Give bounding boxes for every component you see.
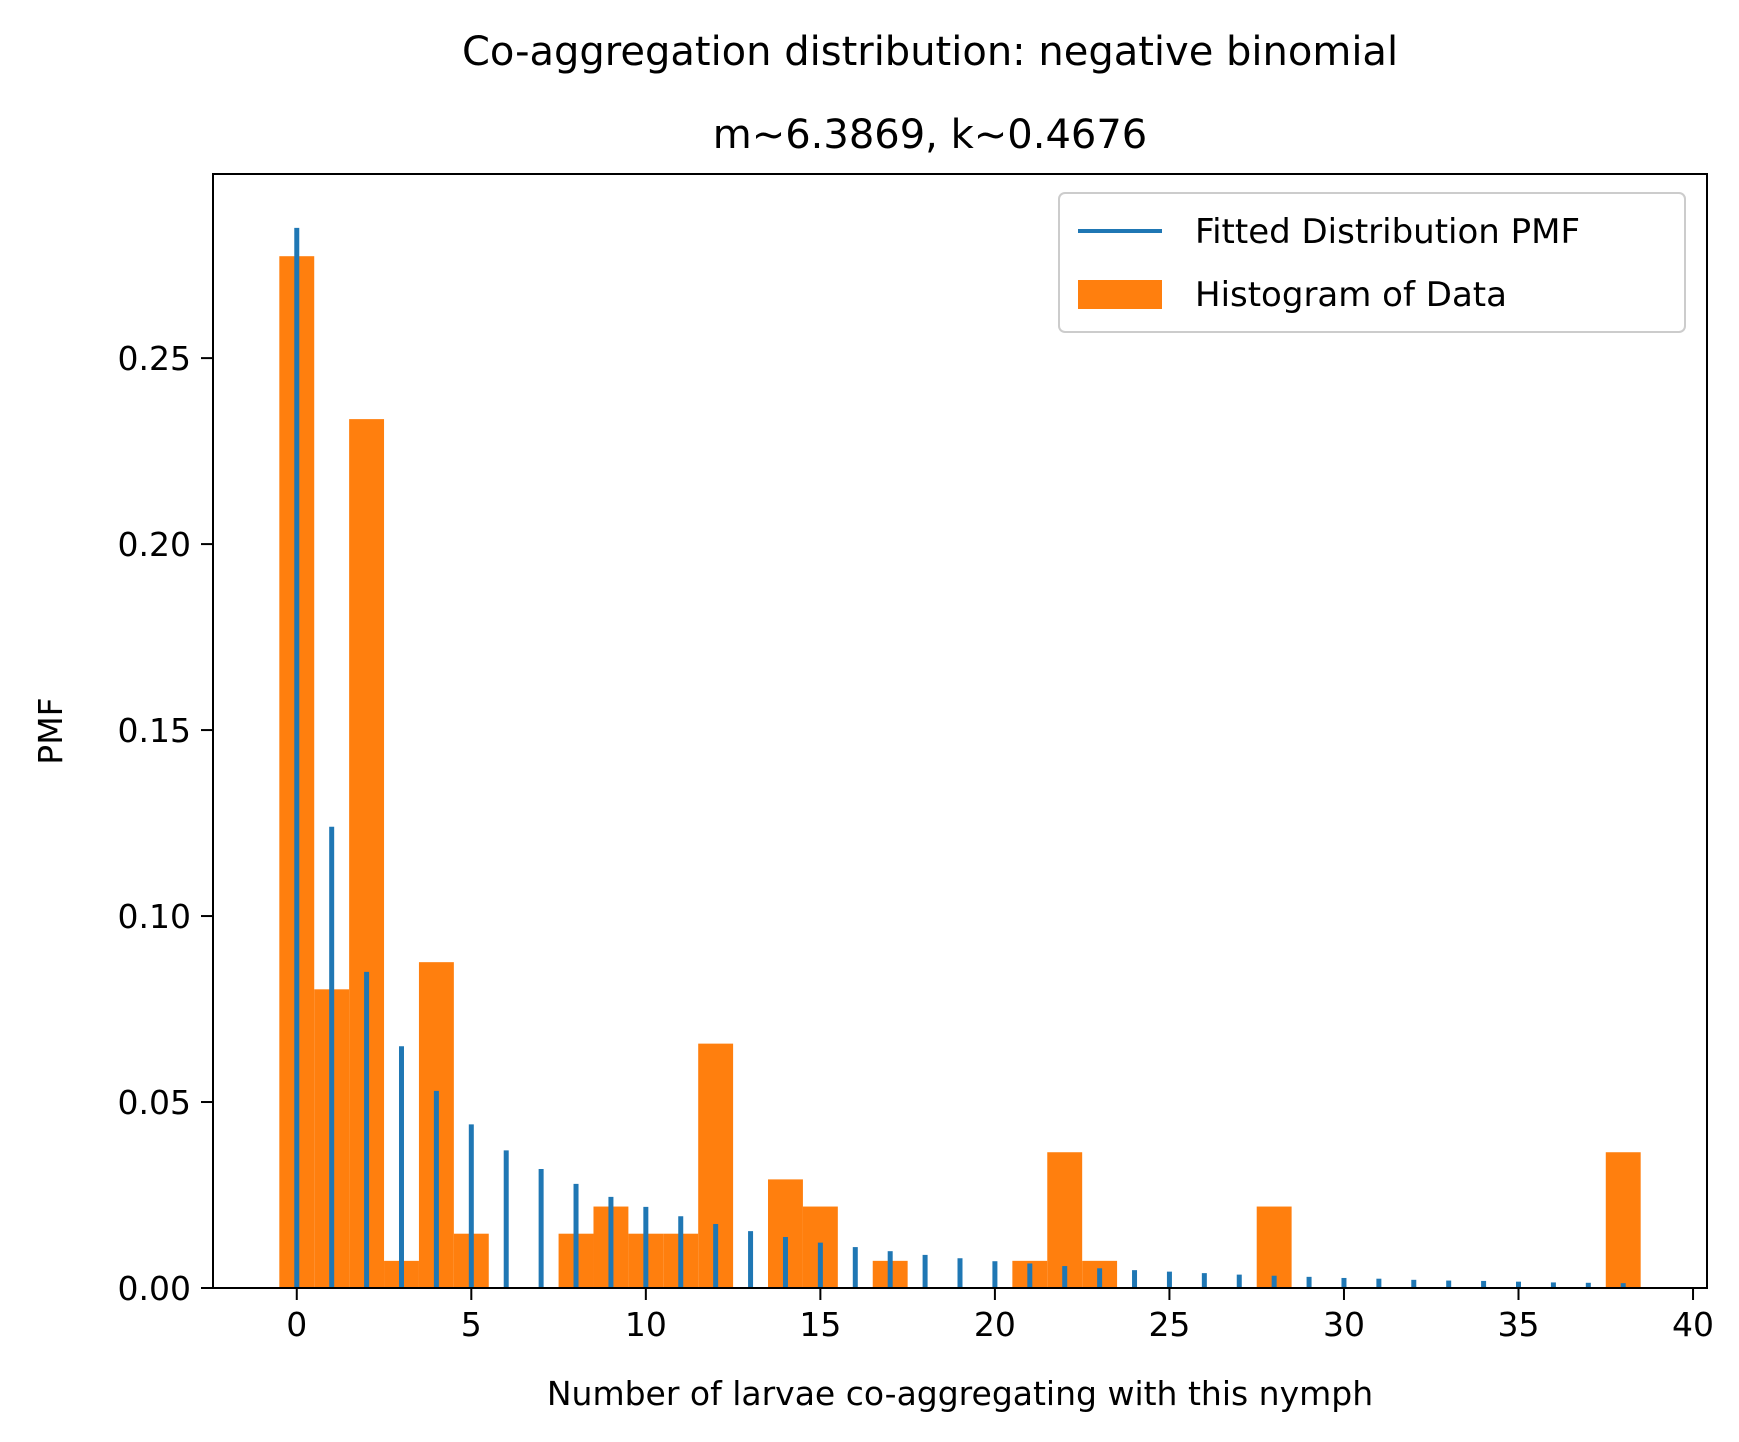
x-tick-label: 25 [1148,1305,1190,1344]
chart-title: Co-aggregation distribution: negative bi… [462,29,1398,75]
legend-histogram-swatch [1078,280,1162,309]
chart-subtitle: m~6.3869, k~0.4676 [713,112,1148,158]
legend: Fitted Distribution PMF Histogram of Dat… [1058,192,1686,333]
histogram-bar [1605,1152,1641,1288]
plot-area [212,173,1708,1289]
histogram-bar [1256,1206,1292,1288]
pmf-lines [294,227,1626,1288]
x-tick-label: 15 [799,1305,841,1344]
y-tick-label: 0.15 [118,711,191,750]
x-tick-label: 0 [286,1305,307,1344]
y-tick-label: 0.25 [118,339,191,378]
legend-pmf-label: Fitted Distribution PMF [1195,212,1580,252]
y-tick-label: 0.05 [118,1083,191,1122]
legend-box [1058,192,1686,333]
y-tick-label: 0.20 [118,525,191,564]
x-tick-label: 35 [1498,1305,1540,1344]
y-axis-label: PMF [31,697,70,764]
x-tick-label: 20 [974,1305,1016,1344]
y-axis-ticks: 0.00 0.05 0.10 0.15 0.20 0.25 [118,339,213,1308]
x-tick-label: 5 [461,1305,482,1344]
histogram-bar [1047,1152,1083,1288]
histogram-bars [279,256,1641,1288]
x-axis-label: Number of larvae co-aggregating with thi… [547,1374,1373,1413]
x-tick-label: 30 [1323,1305,1365,1344]
y-tick-label: 0.10 [118,897,191,936]
x-axis-ticks: 0 5 10 15 20 25 30 35 40 [286,1288,1714,1344]
legend-histogram-label: Histogram of Data [1195,275,1507,315]
x-tick-label: 40 [1672,1305,1714,1344]
y-tick-label: 0.00 [118,1269,191,1308]
x-tick-label: 10 [625,1305,667,1344]
